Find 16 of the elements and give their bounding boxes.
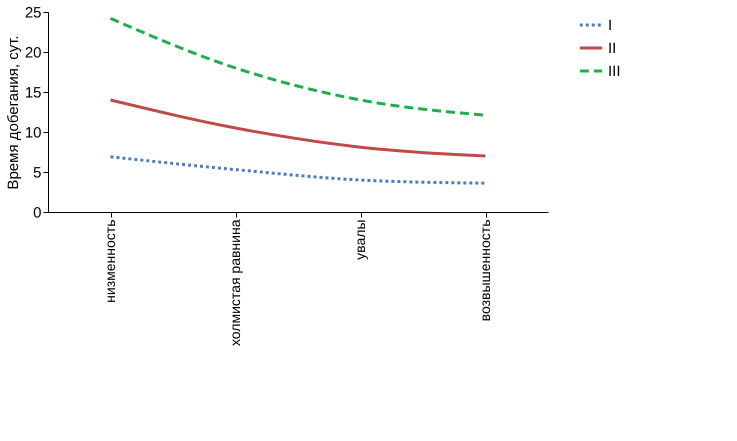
y-tick-label: 25	[24, 4, 42, 22]
x-tick-label: холмистая равнина	[227, 219, 243, 346]
y-tick-label: 0	[33, 204, 42, 222]
x-tick-label: низменность	[102, 220, 118, 303]
line-series	[109, 155, 487, 185]
x-tick-label: возвышенность	[477, 220, 493, 322]
x-tick-label: увалы	[352, 220, 368, 260]
y-tick-label: 20	[24, 44, 42, 62]
legend-label: II	[608, 40, 616, 57]
legend-label: III	[608, 63, 621, 80]
legend-label: I	[608, 17, 612, 34]
y-tick-label: 15	[24, 84, 42, 102]
y-axis-title: Время добегания, сут.	[4, 35, 22, 190]
y-tick-label: 10	[24, 124, 42, 142]
line-series	[109, 98, 487, 158]
y-tick-label: 5	[33, 164, 42, 182]
